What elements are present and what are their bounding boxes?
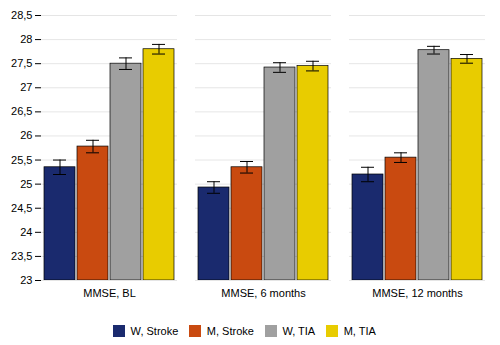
svg-text:28,5: 28,5 [11, 9, 32, 21]
html-text:W, Stroke: W, Stroke [130, 324, 179, 337]
svg-text:23,5: 23,5 [11, 250, 32, 262]
svg-text:MMSE, 12 months: MMSE, 12 months [372, 287, 463, 299]
svg-text:24: 24 [20, 226, 32, 238]
html-text:W, TIA: W, TIA [282, 324, 316, 337]
html-text:M, TIA: M, TIA [343, 324, 376, 337]
svg-text:27,5: 27,5 [11, 57, 32, 69]
svg-text:25: 25 [20, 178, 32, 190]
svg-text:MMSE, 6 months: MMSE, 6 months [221, 287, 306, 299]
svg-text:27: 27 [20, 81, 32, 93]
html-text:M, Stroke: M, Stroke [206, 324, 254, 337]
svg-text:MMSE, BL: MMSE, BL [83, 287, 136, 299]
svg-text:28: 28 [20, 33, 32, 45]
svg-text:26: 26 [20, 129, 32, 141]
svg-text:26,5: 26,5 [11, 105, 32, 117]
svg-text:23: 23 [20, 274, 32, 286]
svg-text:24,5: 24,5 [11, 202, 32, 214]
svg-text:25,5: 25,5 [11, 154, 32, 166]
